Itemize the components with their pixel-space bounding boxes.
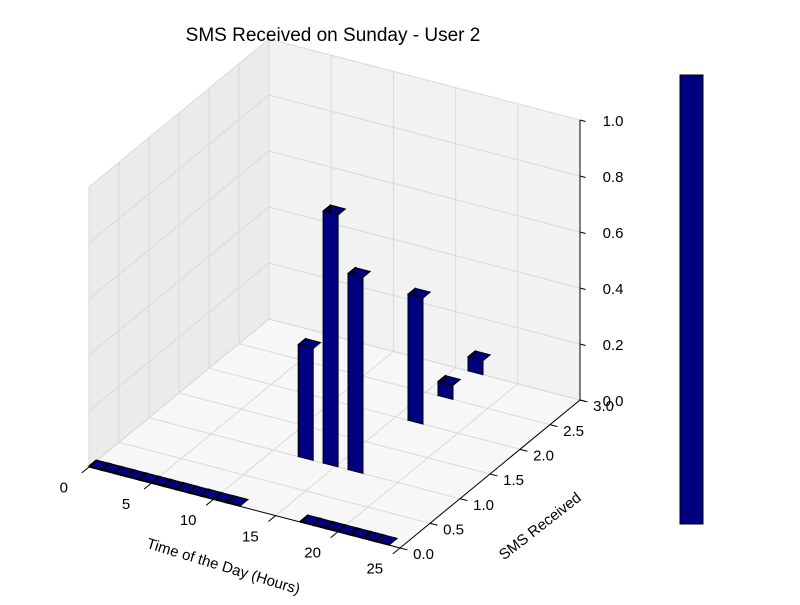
bar [406,287,432,425]
x-tick [143,482,152,490]
bar [374,533,399,547]
bar-front [347,272,364,475]
z-tick [579,119,586,122]
bar-front [467,356,484,376]
z-tick-label: 0.4 [603,281,624,298]
tick-labels-group: 05101520250.00.51.01.52.02.53.00.00.20.4… [60,113,624,578]
bars-group [87,204,492,547]
bar [297,337,322,462]
x-tick [268,515,276,522]
bar [346,266,372,475]
bar-front [322,210,339,468]
bar-front [225,500,242,508]
back-pane [269,39,580,400]
y-tick [429,522,438,526]
grid-line-z [88,94,581,244]
x-tick-label: 15 [242,528,259,545]
grid-line-z [88,262,581,412]
z-tick [579,175,586,178]
y-tick-label: 3.0 [593,398,614,415]
bar-front [437,380,454,401]
z-tick [579,231,586,234]
y-tick [519,448,528,452]
bar [224,494,250,508]
y-tick-label: 2.5 [563,423,584,440]
y-tick [549,424,558,428]
x-tick-label: 25 [366,561,383,578]
y-tick-label: 1.5 [503,472,524,489]
x-tick [205,499,214,506]
z-tick-label: 0.2 [603,337,624,354]
x-axis-label: Time of the Day (Hours) [145,535,303,598]
bar-front [374,539,391,547]
x-tick [392,547,401,555]
grid-line-z [88,38,581,188]
x-tick-label: 0 [60,480,68,497]
y-tick-label: 0.0 [413,546,434,563]
bar-front [407,293,424,425]
y-tick [489,473,498,477]
z-tick-label: 0.8 [603,169,624,186]
y-tick-label: 1.0 [473,497,494,514]
bar [436,374,462,401]
y-tick-label: 0.5 [443,522,464,539]
grid-line-z [88,206,581,356]
chart-title: SMS Received on Sunday - User 2 [186,25,481,46]
z-tick-label: 1.0 [603,113,624,130]
y-tick [399,547,408,551]
y-axis-label: SMS Received [496,489,585,563]
z-tick-label: 0.0 [603,393,624,410]
bar [322,204,347,468]
x-tick-label: 20 [304,545,321,562]
x-tick [330,531,339,539]
y-tick [459,498,468,502]
x-tick-label: 5 [122,496,130,513]
z-tick [579,287,586,290]
grid-line-z [88,150,581,300]
bar [466,349,492,376]
z-tick-label: 0.6 [603,225,624,242]
x-tick-label: 10 [180,512,197,529]
z-tick [579,343,586,346]
colorbar [679,74,704,525]
z-tick [579,399,586,402]
bar-front [297,343,314,462]
x-tick [81,466,90,474]
y-tick-label: 2.0 [533,448,554,465]
